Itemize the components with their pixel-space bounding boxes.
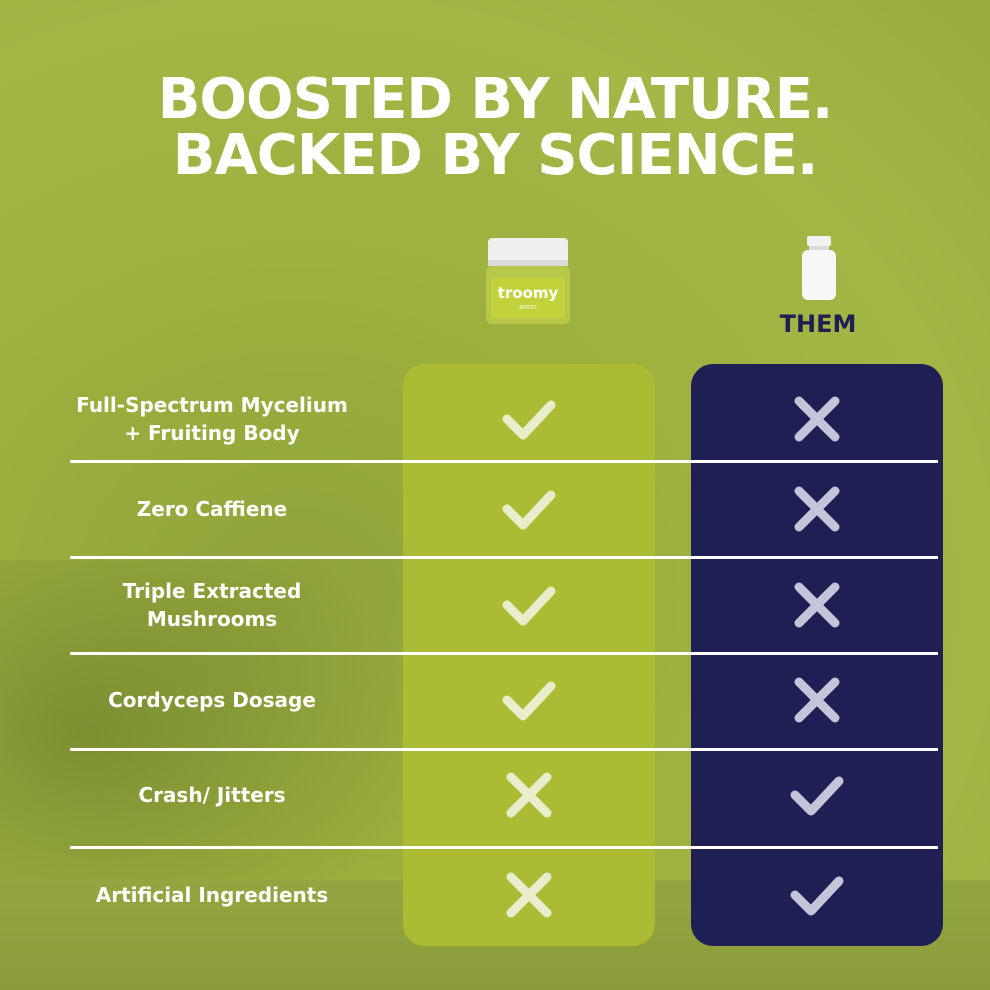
- row-divider: [70, 748, 938, 751]
- them-column: [691, 364, 943, 946]
- ours-cross-icon: [506, 872, 552, 918]
- row-divider: [70, 460, 938, 463]
- row-divider: [70, 846, 938, 849]
- row-divider: [70, 652, 938, 655]
- them-cross-icon: [794, 677, 840, 723]
- ours-check-icon: [502, 490, 556, 530]
- them-cross-icon: [794, 396, 840, 442]
- product-jar-image: troomy BOOST: [486, 238, 570, 324]
- headline-line-1: BOOSTED BY NATURE.: [157, 67, 834, 132]
- them-label: THEM: [779, 310, 857, 338]
- them-cross-icon: [794, 582, 840, 628]
- them-check-icon: [790, 776, 844, 816]
- svg-text:troomy: troomy: [498, 284, 559, 302]
- headline: BOOSTED BY NATURE. BACKED BY SCIENCE.: [0, 72, 990, 184]
- headline-line-2: BACKED BY SCIENCE.: [172, 123, 818, 188]
- generic-bottle-image: [802, 236, 836, 300]
- row-label: Triple Extracted Mushrooms: [122, 579, 302, 631]
- ours-check-icon: [502, 400, 556, 440]
- row-label: Crash/ Jitters: [138, 783, 286, 807]
- row-label: Zero Caffiene: [136, 497, 288, 521]
- ours-check-icon: [502, 586, 556, 626]
- ours-cross-icon: [506, 772, 552, 818]
- row-label: Artificial Ingredients: [95, 883, 329, 907]
- row-label: Full-Spectrum Mycelium + Fruiting Body: [76, 393, 348, 445]
- them-check-icon: [790, 876, 844, 916]
- ours-check-icon: [502, 681, 556, 721]
- row-divider: [70, 556, 938, 559]
- them-cross-icon: [794, 486, 840, 532]
- row-label: Cordyceps Dosage: [108, 688, 316, 712]
- svg-text:BOOST: BOOST: [519, 305, 537, 311]
- ours-column: [403, 364, 655, 946]
